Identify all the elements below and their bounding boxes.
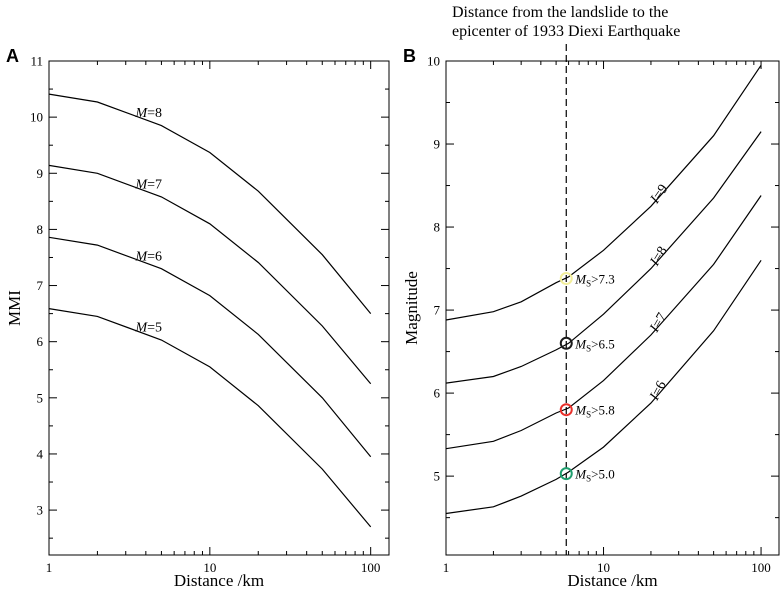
y-axis-label-a: MMI (5, 290, 24, 326)
y-tick-label-b: 5 (434, 469, 441, 484)
chart-title-line-2: epicenter of 1933 Diexi Earthquake (452, 23, 680, 40)
series-line-i-7 (445, 195, 762, 450)
x-tick-label-a: 1 (46, 560, 53, 575)
series-line-i-6 (445, 259, 762, 515)
y-tick-label-a: 4 (37, 446, 44, 461)
x-tick-label-b: 10 (597, 560, 610, 575)
marker-label-3: MS>5.8 (574, 403, 614, 420)
y-tick-label-a: 10 (30, 110, 43, 125)
y-tick-label-a: 8 (37, 222, 44, 237)
series-line-m-5 (48, 308, 372, 528)
y-tick-label-b: 9 (434, 137, 441, 152)
x-tick-label-b: 1 (443, 560, 450, 575)
panel-letter-b: B (403, 46, 416, 66)
x-ticks-a (48, 61, 372, 555)
y-ticks-b (446, 60, 779, 519)
y-tick-label-a: 3 (37, 503, 44, 518)
curve-label-i-6: I=6 (647, 379, 670, 404)
curve-label-i-9: I=9 (647, 182, 671, 207)
magnitude-marker-2 (559, 336, 573, 350)
x-tick-label-a: 100 (361, 560, 381, 575)
curve-label-i-8: I=8 (647, 244, 671, 269)
y-tick-label-a: 11 (30, 54, 43, 69)
x-tick-label-b: 100 (751, 560, 771, 575)
y-tick-label-a: 7 (37, 278, 44, 293)
y-tick-label-b: 10 (427, 54, 440, 69)
x-ticks-b (445, 61, 762, 555)
y-tick-label-a: 9 (37, 166, 44, 181)
y-tick-label-b: 8 (434, 220, 441, 235)
curve-label-m-6: M=6 (134, 249, 162, 264)
marker-label-1: MS>7.3 (574, 272, 614, 289)
panel-letter-a: A (6, 46, 19, 66)
x-axis-label-a: Distance /km (174, 571, 264, 589)
curve-label-m-5: M=5 (134, 321, 162, 336)
curve-label-i-7: I=7 (647, 311, 670, 336)
y-tick-label-b: 7 (434, 303, 441, 318)
series-line-m-7 (48, 164, 372, 385)
x-axis-label-b: Distance /km (567, 571, 657, 589)
magnitude-marker-3 (559, 403, 573, 417)
y-axis-label-b: Magnitude (402, 271, 421, 345)
y-ticks-a (49, 60, 389, 539)
series-line-m-8 (48, 93, 372, 314)
y-tick-label-b: 6 (434, 386, 441, 401)
y-tick-label-a: 6 (37, 334, 44, 349)
y-tick-label-a: 5 (37, 390, 44, 405)
magnitude-marker-1 (559, 272, 573, 286)
x-tick-label-a: 10 (203, 560, 216, 575)
series-line-i-9 (445, 64, 762, 321)
curve-label-m-8: M=8 (134, 106, 162, 121)
curve-label-m-7: M=7 (134, 178, 162, 193)
magnitude-marker-4 (559, 467, 573, 481)
series-line-m-6 (48, 236, 372, 458)
plot-frame-b (445, 60, 780, 556)
plot-frame-a (48, 60, 390, 556)
marker-label-2: MS>6.5 (574, 336, 614, 353)
marker-label-4: MS>5.0 (574, 467, 614, 484)
chart-title-line-1: Distance from the landslide to the (452, 4, 668, 21)
chart-panel-a: 1 10 100 3 4 5 6 7 8 9 10 11 Distance /km MMI M=8 M=7 M=… (5, 54, 390, 589)
series-line-i-8 (445, 131, 762, 384)
